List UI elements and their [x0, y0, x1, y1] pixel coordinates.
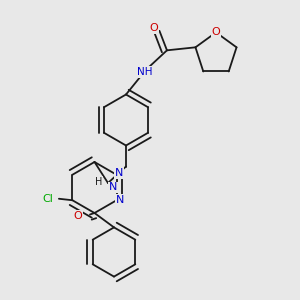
Text: Cl: Cl: [42, 194, 53, 204]
Text: N: N: [115, 168, 123, 178]
Text: O: O: [150, 23, 158, 33]
Text: N: N: [109, 182, 118, 193]
Text: NH: NH: [137, 67, 152, 77]
Text: N: N: [116, 195, 124, 205]
Text: H: H: [95, 177, 103, 187]
Text: O: O: [74, 211, 82, 221]
Text: O: O: [212, 27, 220, 38]
